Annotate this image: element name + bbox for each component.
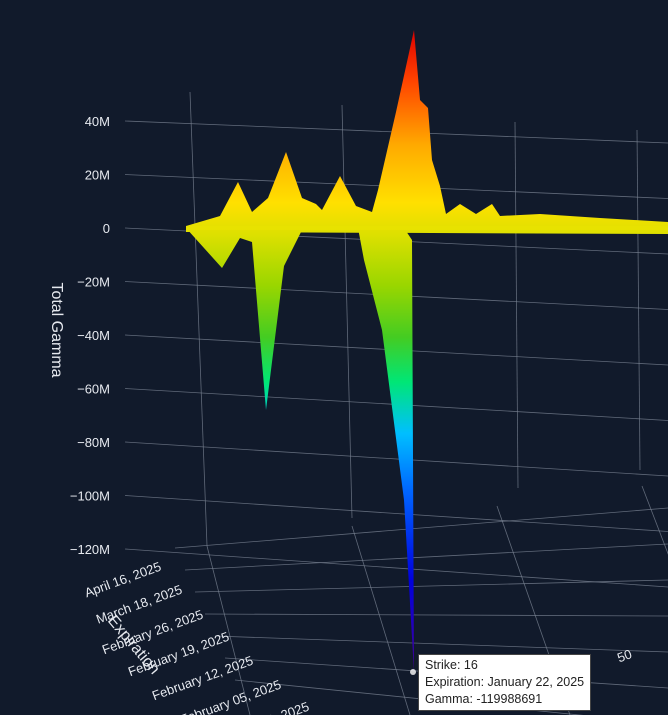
- tooltip-strike: Strike: 16: [425, 658, 478, 672]
- surface-positive-region: [186, 30, 668, 234]
- floor-gridline-3: [204, 613, 668, 617]
- z-tick-0: 40M: [85, 114, 110, 129]
- grid-lines: [124, 91, 668, 715]
- z-gridline-7: [124, 495, 668, 532]
- z-tick-2: 0: [103, 221, 110, 236]
- z-gridline-8: [124, 548, 668, 588]
- grid-post-1: [341, 104, 353, 519]
- floor-gridline-1: [184, 543, 668, 571]
- floor-gridline-2: [194, 579, 668, 593]
- strike-tick-0: 50: [615, 646, 634, 665]
- floor-depthline-0: [206, 545, 251, 715]
- strike-axis-ticks: 50: [615, 646, 634, 665]
- z-axis-ticks: 40M 20M 0 −20M −40M −60M −80M −100M −120M: [70, 114, 110, 557]
- hover-tooltip: Strike: 16 Expiration: January 22, 2025 …: [418, 654, 592, 711]
- hover-marker: [410, 669, 416, 675]
- z-gridline-6: [124, 441, 668, 477]
- floor-gridline-4: [214, 635, 668, 653]
- floor-depthline-3: [641, 485, 668, 555]
- tooltip-expiration: Expiration: January 22, 2025: [425, 675, 585, 689]
- z-axis-title: Total Gamma: [48, 282, 65, 377]
- surface-left-trough: [186, 228, 356, 410]
- z-tick-8: −120M: [70, 542, 110, 557]
- grid-post-3: [636, 129, 641, 471]
- floor-gridline-0: [174, 507, 668, 549]
- z-tick-1: 20M: [85, 168, 110, 183]
- z-tick-5: −60M: [77, 382, 110, 397]
- tooltip-gamma: Gamma: -119988691: [425, 692, 543, 706]
- z-tick-6: −80M: [77, 435, 110, 450]
- grid-post-0: [189, 91, 208, 547]
- z-tick-3: −20M: [77, 275, 110, 290]
- gamma-surface: [186, 30, 668, 672]
- z-tick-7: −100M: [70, 489, 110, 504]
- surface-main-trough: [358, 228, 414, 672]
- z-tick-4: −40M: [77, 328, 110, 343]
- grid-post-2: [514, 121, 519, 489]
- floor-depthline-1: [351, 525, 411, 715]
